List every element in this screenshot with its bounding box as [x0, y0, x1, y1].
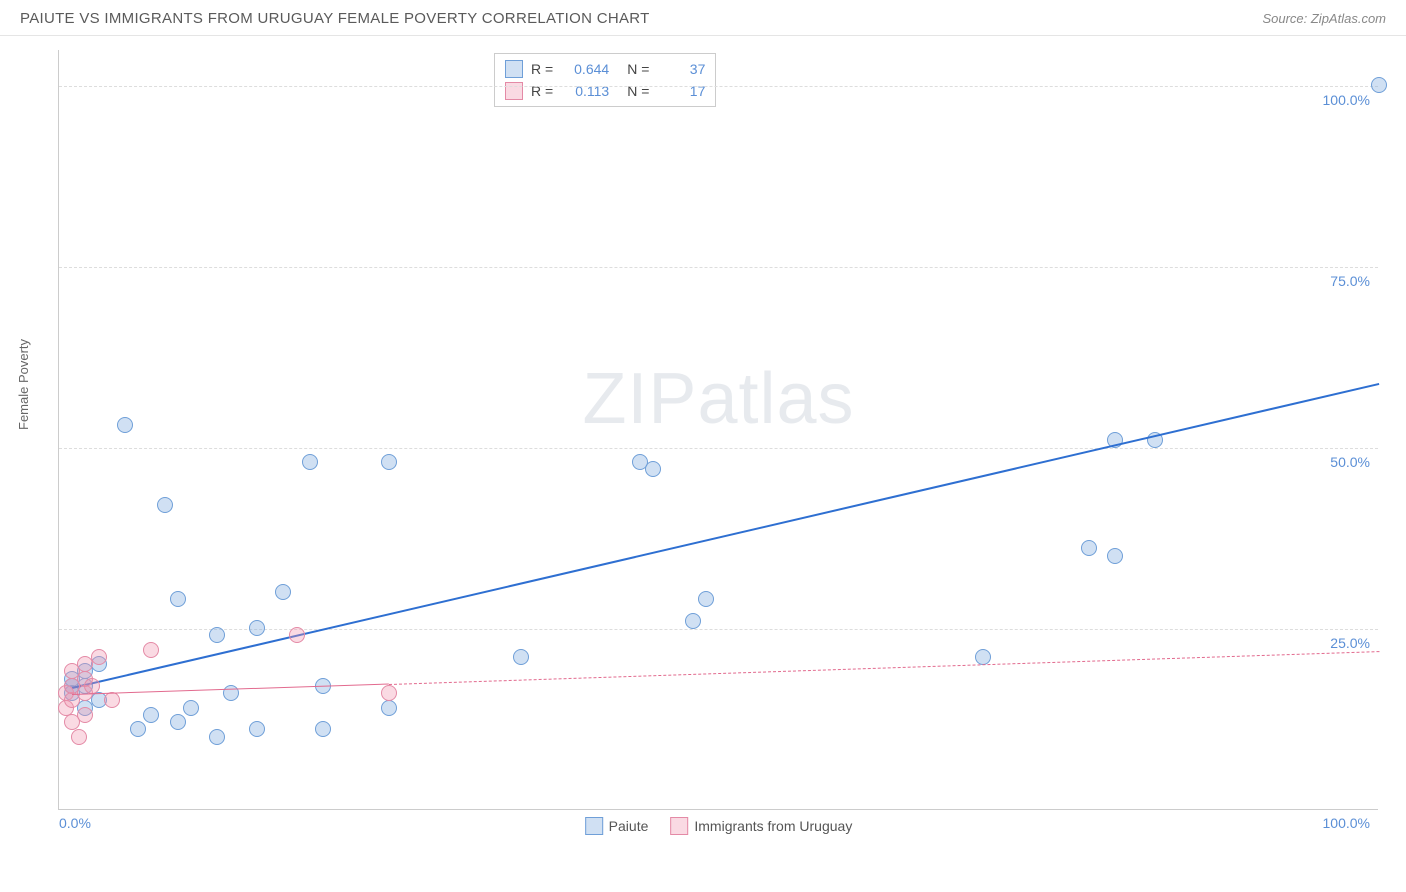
- data-point: [209, 627, 225, 643]
- data-point: [71, 729, 87, 745]
- y-axis-label: Female Poverty: [16, 339, 31, 430]
- data-point: [117, 417, 133, 433]
- trend-line: [72, 383, 1379, 689]
- legend-n-label: N =: [627, 61, 649, 77]
- y-tick-label: 50.0%: [1330, 454, 1370, 470]
- legend-r-value: 0.644: [561, 61, 609, 77]
- data-point: [289, 627, 305, 643]
- trend-line: [389, 651, 1379, 685]
- data-point: [249, 620, 265, 636]
- data-point: [209, 729, 225, 745]
- data-point: [1107, 548, 1123, 564]
- data-point: [315, 721, 331, 737]
- legend-correlation-row: R =0.113N =17: [505, 80, 705, 102]
- data-point: [84, 678, 100, 694]
- legend-series: Paiute Immigrants from Uruguay: [585, 817, 853, 835]
- gridline: [59, 86, 1378, 87]
- legend-swatch: [670, 817, 688, 835]
- x-axis-label-min: 0.0%: [59, 815, 91, 831]
- watermark-bold: ZIP: [582, 359, 697, 439]
- x-axis-label-max: 100.0%: [1323, 815, 1370, 831]
- chart-header: PAIUTE VS IMMIGRANTS FROM URUGUAY FEMALE…: [0, 0, 1406, 36]
- legend-series-label: Immigrants from Uruguay: [694, 818, 852, 834]
- data-point: [975, 649, 991, 665]
- data-point: [183, 700, 199, 716]
- legend-correlation-row: R = 0.644 N = 37: [505, 58, 705, 80]
- data-point: [143, 707, 159, 723]
- data-point: [91, 649, 107, 665]
- legend-swatch: [505, 60, 523, 78]
- data-point: [645, 461, 661, 477]
- legend-series-label: Paiute: [609, 818, 649, 834]
- y-tick-label: 100.0%: [1323, 92, 1370, 108]
- data-point: [170, 714, 186, 730]
- data-point: [513, 649, 529, 665]
- chart-source: Source: ZipAtlas.com: [1262, 11, 1386, 26]
- plot-region: ZIPatlas R =0.644N =37R =0.113N =17 0.0%…: [58, 50, 1378, 810]
- data-point: [77, 707, 93, 723]
- gridline: [59, 448, 1378, 449]
- data-point: [157, 497, 173, 513]
- data-point: [698, 591, 714, 607]
- data-point: [143, 642, 159, 658]
- legend-r-label: R =: [531, 61, 553, 77]
- legend-correlation: R = 0.644 N = 37 R =0.113N =17: [494, 53, 716, 107]
- data-point: [1371, 77, 1387, 93]
- data-point: [249, 721, 265, 737]
- gridline: [59, 267, 1378, 268]
- data-point: [381, 685, 397, 701]
- legend-swatch: [585, 817, 603, 835]
- y-tick-label: 75.0%: [1330, 273, 1370, 289]
- legend-series-item: Immigrants from Uruguay: [670, 817, 852, 835]
- watermark: ZIPatlas: [582, 358, 854, 440]
- legend-swatch: [505, 82, 523, 100]
- data-point: [170, 591, 186, 607]
- data-point: [381, 700, 397, 716]
- legend-n-value: 37: [657, 61, 705, 77]
- legend-series-item: Paiute: [585, 817, 649, 835]
- data-point: [275, 584, 291, 600]
- data-point: [1081, 540, 1097, 556]
- data-point: [130, 721, 146, 737]
- chart-title: PAIUTE VS IMMIGRANTS FROM URUGUAY FEMALE…: [20, 10, 650, 27]
- data-point: [685, 613, 701, 629]
- chart-area: ZIPatlas R =0.644N =37R =0.113N =17 0.0%…: [58, 50, 1378, 810]
- watermark-light: atlas: [697, 359, 854, 439]
- data-point: [104, 692, 120, 708]
- y-tick-label: 25.0%: [1330, 635, 1370, 651]
- data-point: [302, 454, 318, 470]
- data-point: [381, 454, 397, 470]
